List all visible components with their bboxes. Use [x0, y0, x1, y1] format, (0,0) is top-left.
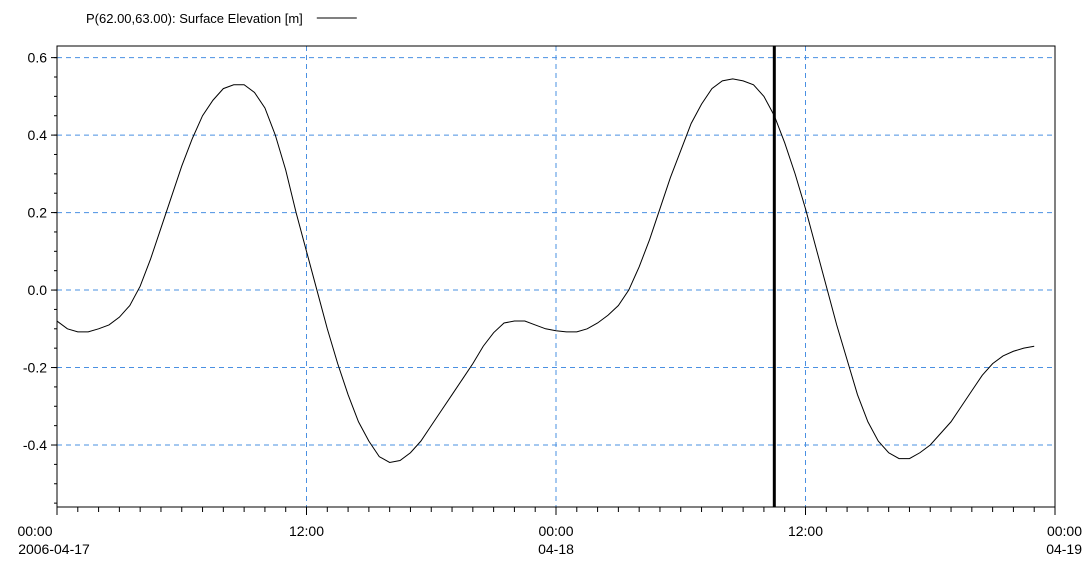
y-tick-label: 0.6: [28, 50, 48, 66]
plot-area-frame: [56, 45, 1056, 508]
x-tick-label-date: 04-19: [1046, 541, 1082, 557]
grid: [57, 46, 1055, 507]
y-tick-label: 0.0: [28, 282, 48, 298]
x-tick-label-date: 04-18: [538, 541, 574, 557]
y-tick-label: -0.2: [23, 360, 47, 376]
minor-ticks: [54, 57, 1056, 512]
x-tick-label-date: 2006-04-17: [18, 541, 90, 557]
y-tick-label: 0.4: [28, 127, 48, 143]
x-tick-label-time: 12:00: [289, 523, 324, 539]
x-tick-label-time: 00:00: [538, 523, 573, 539]
x-axis-ticks: 00:00 2006-04-17 12:00 00:00 04-18 12:00 00:00…: [17, 507, 1082, 557]
y-tick-label: 0.2: [28, 205, 48, 221]
x-tick-label-time: 00:00: [1047, 523, 1082, 539]
x-tick-label-time: 12:00: [788, 523, 823, 539]
legend: P(62.00,63.00): Surface Elevation [m]: [86, 11, 357, 26]
y-tick-label: -0.4: [23, 437, 47, 453]
series-line-surface-elevation: [56, 78, 1035, 463]
legend-series-label: P(62.00,63.00): Surface Elevation [m]: [86, 11, 303, 26]
x-tick-label-time: 00:00: [17, 523, 52, 539]
y-axis-ticks: -0.4 -0.2 0.0 0.2 0.4 0.6: [23, 50, 57, 453]
